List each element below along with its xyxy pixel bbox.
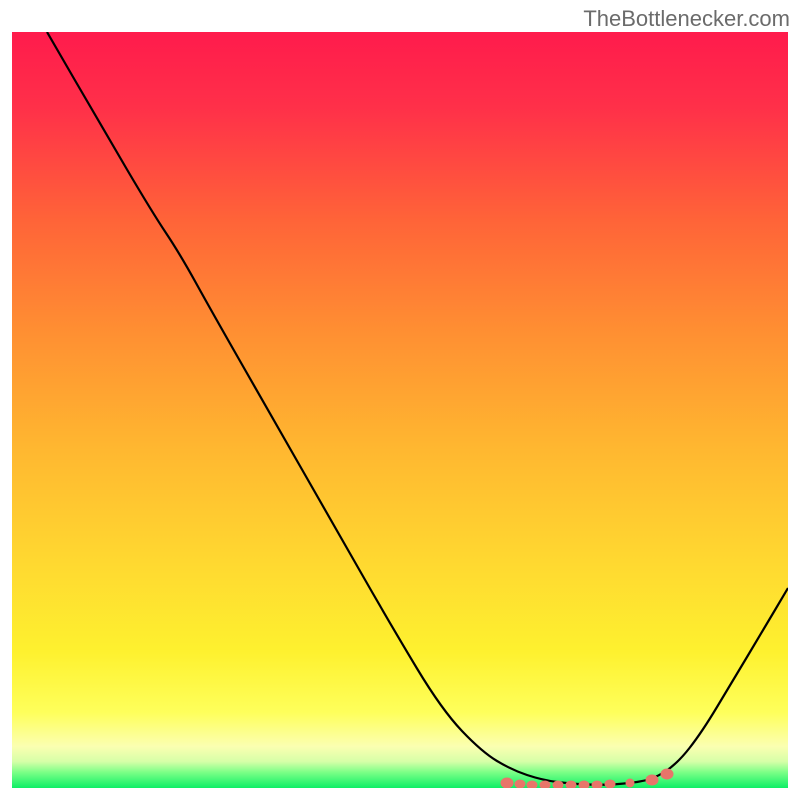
chart-marker: [626, 779, 634, 787]
chart-container: [12, 32, 788, 788]
chart-svg: [12, 32, 788, 788]
chart-marker: [553, 781, 563, 788]
chart-marker: [566, 781, 576, 788]
chart-marker: [605, 780, 615, 788]
chart-marker: [592, 781, 602, 788]
chart-marker: [661, 769, 673, 779]
chart-marker: [540, 781, 550, 788]
watermark-text: TheBottlenecker.com: [583, 6, 790, 32]
chart-marker: [579, 781, 589, 788]
chart-background: [12, 32, 788, 788]
chart-marker: [501, 778, 513, 788]
chart-marker: [646, 775, 658, 785]
chart-marker: [527, 781, 537, 788]
chart-marker: [515, 780, 525, 788]
